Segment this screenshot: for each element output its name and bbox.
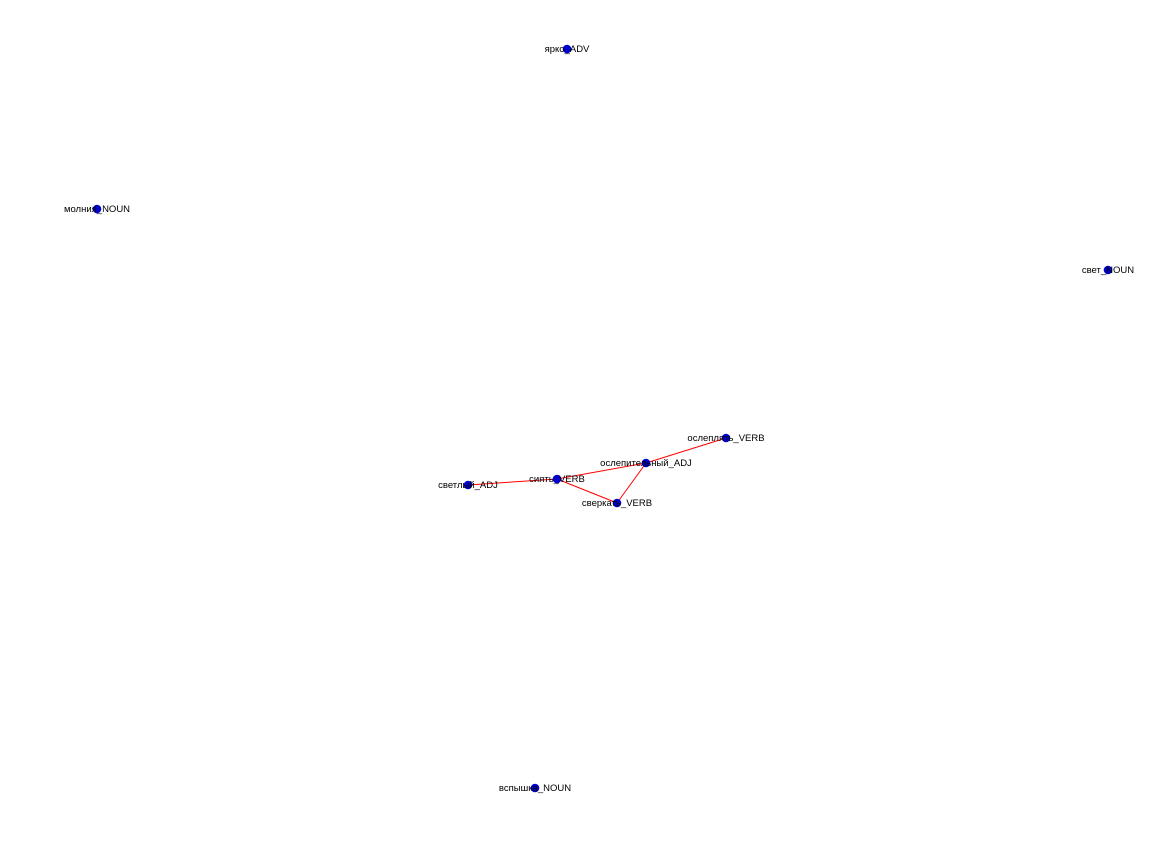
edge-oslepitelny-sverkat [616, 462, 647, 504]
node-molniya [92, 204, 102, 214]
edge-siyat-sverkat [556, 478, 618, 504]
node-osleplyat [721, 433, 731, 443]
node-svetly [463, 480, 473, 490]
node-label-osleplyat: ослеплять_VERB [687, 433, 764, 444]
labels-layer: ярко_ADV молния_NOUN свет_NOUN ослеплять_VE… [64, 44, 1134, 794]
node-label-svet: свет_NOUN [1082, 265, 1134, 276]
node-sverkat [612, 498, 622, 508]
node-label-oslepitelny: ослепительный_ADJ [600, 458, 692, 469]
edge-siyat-oslepitelny [556, 462, 647, 480]
edge-oslepitelny-osleplyat [645, 437, 727, 464]
node-label-sverkat: сверкать_VERB [582, 498, 652, 509]
node-label-siyat: сиять_VERB [529, 474, 585, 485]
node-label-yarko: ярко_ADV [545, 44, 590, 55]
node-siyat [552, 474, 562, 484]
nodes-layer [92, 44, 1113, 793]
node-oslepitelny [641, 458, 651, 468]
node-yarko [562, 44, 572, 54]
node-svet [1103, 265, 1113, 275]
node-label-svetly: светлый_ADJ [438, 480, 498, 491]
node-label-molniya: молния_NOUN [64, 204, 130, 215]
node-label-vspyshka: вспышка_NOUN [499, 783, 571, 794]
edges-layer [467, 437, 727, 504]
edge-svetly-siyat [467, 478, 558, 486]
node-vspyshka [530, 783, 540, 793]
